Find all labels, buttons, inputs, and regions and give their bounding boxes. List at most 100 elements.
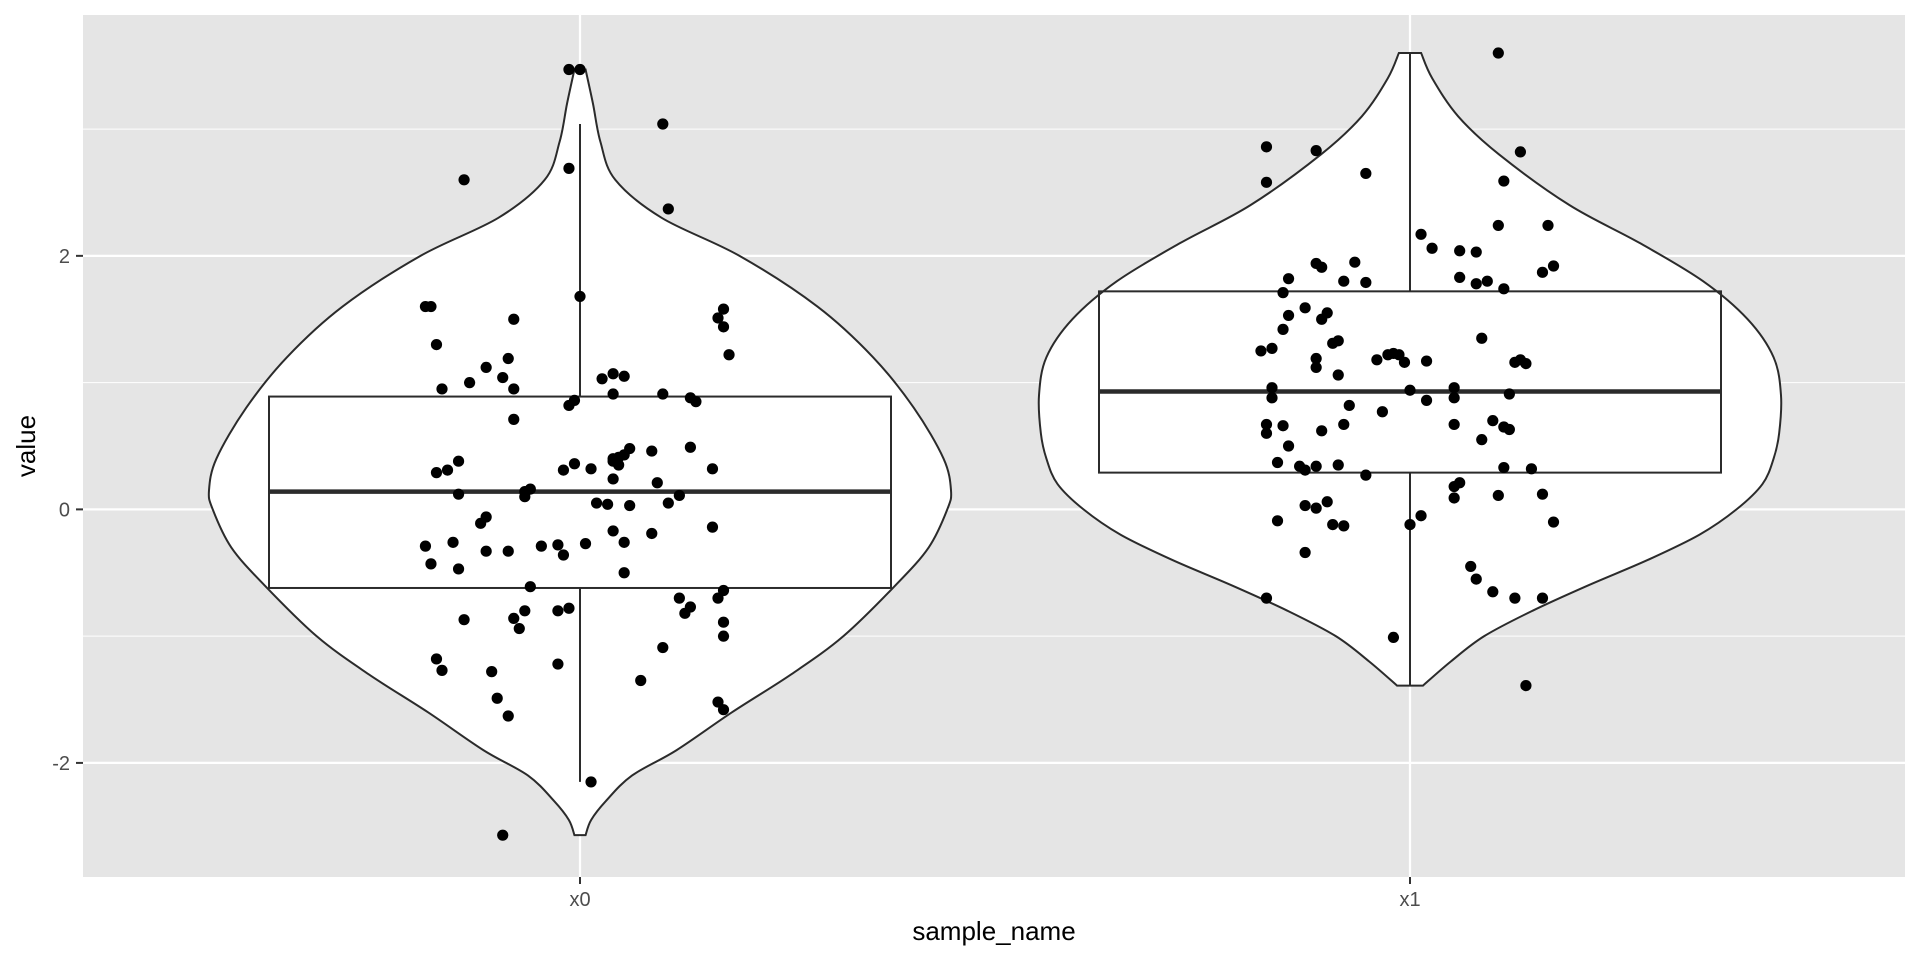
data-point-x0 — [497, 829, 509, 841]
data-point-x0 — [646, 527, 658, 540]
data-point-x1 — [1316, 261, 1328, 273]
data-point-x0 — [508, 383, 520, 395]
data-point-x1 — [1448, 492, 1460, 504]
data-point-x1 — [1470, 278, 1482, 290]
data-point-x0 — [690, 396, 702, 408]
data-point-x0 — [673, 592, 685, 604]
data-point-x1 — [1448, 382, 1460, 394]
data-point-x1 — [1454, 477, 1466, 489]
data-point-x1 — [1454, 245, 1466, 257]
data-point-x0 — [458, 614, 470, 626]
data-point-x0 — [452, 563, 465, 575]
data-point-x1 — [1542, 219, 1554, 232]
data-point-x0 — [717, 630, 730, 642]
jitter-points-layer — [419, 47, 1560, 841]
data-point-x0 — [430, 653, 443, 665]
data-point-x1 — [1349, 256, 1361, 268]
data-point-x0 — [563, 63, 575, 76]
data-point-x1 — [1260, 141, 1273, 153]
data-point-x1 — [1321, 496, 1333, 508]
data-point-x0 — [552, 539, 564, 551]
axis-tick-marks — [76, 254, 1411, 884]
data-point-x0 — [497, 371, 509, 384]
data-point-x0 — [717, 584, 730, 597]
data-point-x1 — [1481, 275, 1493, 287]
data-point-x0 — [568, 458, 581, 470]
data-point-x0 — [646, 445, 658, 457]
data-point-x0 — [706, 521, 719, 533]
data-point-x1 — [1310, 145, 1322, 157]
x-axis-tick-labels: x0 x1 — [569, 889, 1420, 911]
data-point-x1 — [1310, 361, 1322, 374]
data-point-x1 — [1398, 356, 1411, 368]
data-point-x1 — [1420, 355, 1433, 367]
data-point-x1 — [1277, 323, 1289, 335]
x-axis-title: sample_name — [912, 916, 1075, 946]
data-point-x0 — [441, 464, 454, 476]
data-point-x0 — [662, 203, 674, 215]
data-point-x0 — [513, 622, 525, 635]
data-point-x0 — [436, 383, 448, 395]
data-point-x1 — [1509, 592, 1521, 604]
data-point-x0 — [452, 488, 465, 500]
data-point-x0 — [618, 536, 630, 548]
data-point-x0 — [706, 463, 719, 475]
data-point-x1 — [1376, 406, 1388, 418]
data-point-x0 — [651, 477, 663, 489]
data-point-x0 — [717, 616, 730, 628]
data-point-x0 — [464, 377, 476, 389]
data-point-x1 — [1498, 461, 1510, 474]
data-point-x0 — [535, 540, 547, 552]
data-point-x1 — [1310, 460, 1322, 472]
data-point-x0 — [508, 612, 520, 625]
data-point-x1 — [1514, 146, 1526, 158]
data-point-x0 — [480, 361, 492, 374]
data-point-x0 — [657, 388, 669, 400]
data-point-x1 — [1498, 283, 1510, 295]
data-point-x1 — [1420, 394, 1433, 406]
data-point-x1 — [1454, 271, 1466, 283]
data-point-x0 — [723, 349, 735, 361]
data-point-x0 — [717, 704, 730, 716]
data-point-x0 — [568, 394, 581, 406]
data-point-x1 — [1260, 418, 1273, 431]
data-point-x0 — [502, 352, 514, 365]
data-point-x1 — [1387, 631, 1400, 644]
data-point-x0 — [618, 567, 630, 579]
y-tick-label: 0 — [59, 499, 70, 521]
data-point-x1 — [1448, 392, 1460, 404]
data-point-x1 — [1282, 273, 1295, 285]
data-point-x0 — [624, 499, 636, 512]
y-axis-tick-labels: -2 0 2 — [52, 246, 70, 775]
data-point-x0 — [557, 464, 570, 476]
data-point-x0 — [519, 605, 531, 617]
data-point-x0 — [574, 290, 586, 303]
data-point-x1 — [1476, 434, 1488, 446]
data-point-x0 — [596, 373, 608, 385]
data-point-x0 — [552, 605, 564, 617]
data-point-x0 — [607, 388, 619, 400]
data-point-x1 — [1260, 176, 1273, 188]
data-point-x0 — [557, 549, 570, 561]
data-point-x1 — [1266, 392, 1278, 404]
data-point-x1 — [1310, 352, 1322, 365]
data-point-x1 — [1536, 592, 1549, 604]
data-point-x1 — [1503, 388, 1515, 400]
data-point-x0 — [563, 602, 575, 614]
data-point-x1 — [1316, 425, 1328, 437]
data-point-x0 — [430, 467, 443, 479]
data-point-x1 — [1536, 266, 1549, 278]
data-point-x0 — [436, 664, 448, 676]
data-point-x1 — [1492, 47, 1504, 59]
data-point-x1 — [1360, 276, 1372, 289]
data-point-x1 — [1371, 354, 1383, 366]
data-point-x1 — [1476, 332, 1488, 344]
data-point-x0 — [475, 517, 487, 529]
data-point-x0 — [524, 581, 536, 593]
data-point-x1 — [1266, 382, 1278, 394]
data-point-x1 — [1299, 499, 1311, 512]
data-point-x1 — [1271, 515, 1284, 527]
data-point-x1 — [1332, 369, 1344, 381]
data-point-x1 — [1299, 302, 1311, 314]
